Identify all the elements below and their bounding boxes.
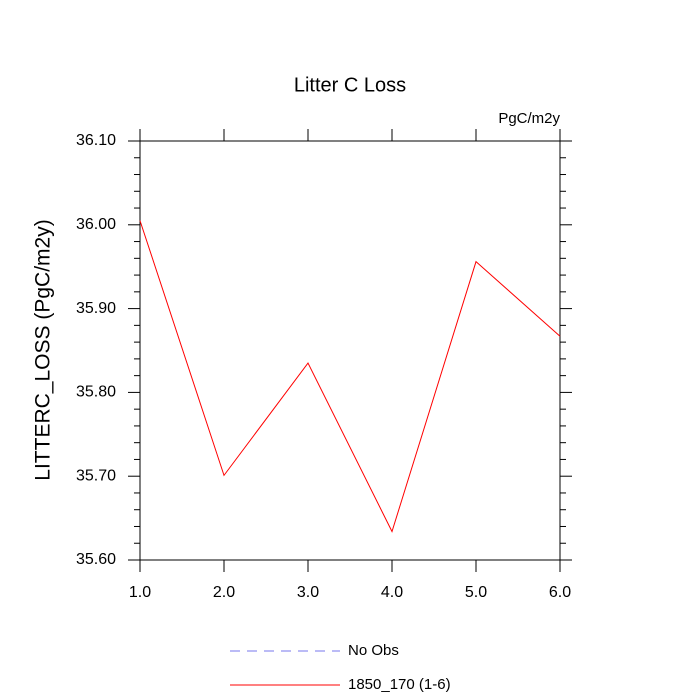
x-tick-label: 1.0 bbox=[129, 584, 151, 601]
legend-label: No Obs bbox=[348, 642, 399, 659]
y-tick-label: 35.70 bbox=[76, 467, 116, 484]
y-tick-label: 36.10 bbox=[76, 132, 116, 149]
x-tick-label: 3.0 bbox=[297, 584, 319, 601]
units-label: PgC/m2y bbox=[498, 110, 560, 127]
x-tick-label: 2.0 bbox=[213, 584, 235, 601]
y-axis-label: LITTERC_LOSS (PgC/m2y) bbox=[32, 219, 55, 480]
data-line bbox=[139, 220, 561, 533]
x-tick-label: 5.0 bbox=[465, 584, 487, 601]
y-tick-label: 36.00 bbox=[76, 216, 116, 233]
x-tick-label: 6.0 bbox=[549, 584, 571, 601]
y-tick-label: 35.80 bbox=[76, 384, 116, 401]
y-tick-label: 35.60 bbox=[76, 551, 116, 568]
x-tick-label: 4.0 bbox=[381, 584, 403, 601]
chart-title: Litter C Loss bbox=[294, 74, 406, 96]
plot-frame bbox=[139, 140, 561, 561]
y-tick-label: 35.90 bbox=[76, 300, 116, 317]
legend-label: 1850_170 (1-6) bbox=[348, 676, 451, 693]
